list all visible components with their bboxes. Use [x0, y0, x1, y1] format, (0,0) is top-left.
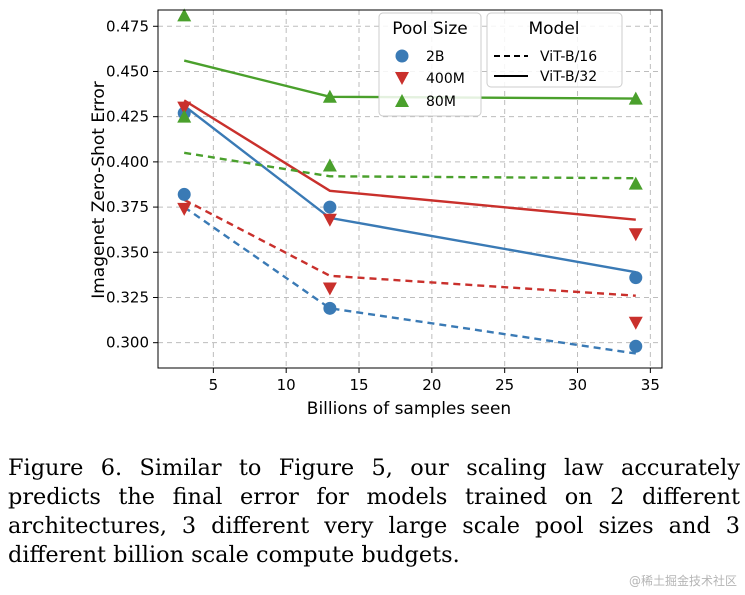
legend-2b-marker [395, 49, 409, 63]
y-tick-label: 0.300 [106, 334, 149, 352]
legend-80m-marker [395, 94, 409, 107]
x-tick-label: 10 [277, 376, 296, 394]
legend-80m-label: 80M [426, 94, 456, 110]
fit-line-80m-vitb16 [184, 151, 636, 180]
fit-line-400m-vitb32 [183, 99, 636, 221]
grid-lines [158, 10, 662, 368]
x-tick-labels: 5 10 15 20 25 30 35 [209, 368, 660, 394]
marker-2b [629, 339, 643, 353]
legend-model-title: Model [528, 19, 579, 39]
marker-400m [628, 316, 643, 330]
x-tick-label: 25 [495, 376, 514, 394]
fit-line-400m-vitb16 [183, 198, 636, 297]
legend-400m-marker [395, 72, 409, 85]
marker-2b [323, 200, 337, 214]
x-axis-label: Billions of samples seen [307, 399, 511, 419]
marker-2b [177, 187, 191, 201]
y-axis-label: Imagenet Zero-Shot Error [89, 81, 109, 299]
x-tick-label: 20 [422, 376, 441, 394]
legend-vitb16-label: ViT-B/16 [540, 49, 597, 65]
y-tick-label: 0.325 [106, 288, 149, 306]
marker-400m [177, 202, 192, 216]
x-tick-label: 35 [641, 376, 660, 394]
marker-400m [322, 282, 337, 296]
marker-400m [322, 213, 337, 227]
plot-frame [157, 9, 663, 369]
data-markers [177, 8, 643, 353]
marker-2b [323, 301, 337, 315]
fit-line-2b-vitb32 [183, 104, 637, 274]
y-tick-label: 0.400 [106, 153, 149, 171]
legend-400m-label: 400M [426, 71, 465, 87]
legend-pool-size: Pool Size 2B 400M 80M [378, 12, 482, 117]
marker-400m [177, 101, 192, 115]
x-tick-label: 15 [349, 376, 368, 394]
legend-2b-label: 2B [426, 49, 445, 65]
x-tick-label: 5 [209, 376, 219, 394]
marker-80m [177, 8, 192, 22]
y-tick-label: 0.375 [106, 198, 149, 216]
fit-lines [183, 59, 637, 355]
scaling-chart: 5 10 15 20 25 30 35 0.3000.3250.3500.3750.4000… [89, 8, 663, 419]
y-tick-label: 0.475 [106, 17, 149, 35]
marker-80m [177, 109, 192, 123]
marker-80m [322, 89, 337, 103]
legend-pool-title: Pool Size [392, 19, 467, 39]
marker-80m [628, 176, 643, 190]
marker-80m [322, 158, 337, 172]
figure-caption: Figure 6. Similar to Figure 5, our scali… [8, 455, 740, 568]
y-tick-label: 0.350 [106, 243, 149, 261]
y-tick-label: 0.425 [106, 108, 149, 126]
watermark: @稀土掘金技术社区 [628, 574, 737, 588]
legend-vitb32-label: ViT-B/32 [540, 69, 597, 85]
x-tick-label: 30 [568, 376, 587, 394]
axes [157, 9, 663, 369]
y-tick-labels: 0.300 0.325 0.350 0.375 0.400 0.425 0.450 0.475 [106, 17, 158, 352]
marker-80m [628, 91, 643, 105]
legend-model: Model ViT-B/16 ViT-B/32 [486, 12, 623, 88]
marker-2b [629, 271, 643, 285]
y-tick-label: 0.450 [106, 62, 149, 80]
marker-400m [628, 228, 643, 242]
